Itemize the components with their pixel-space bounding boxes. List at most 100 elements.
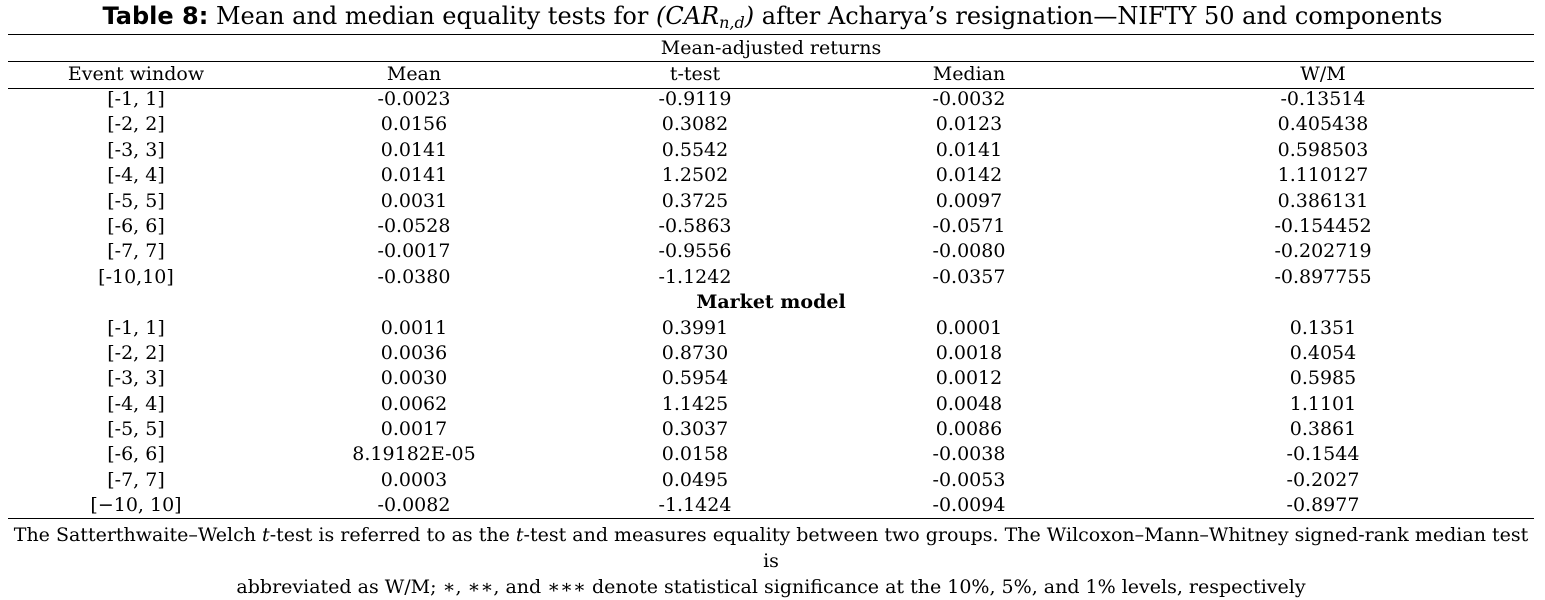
table-row: [-6, 6] 8.19182E-05 0.0158 -0.0038 -0.1544 — [8, 442, 1534, 467]
cell-event-window: [-2, 2] — [107, 113, 165, 136]
cell-mean: -0.0082 — [377, 494, 451, 517]
cell-event-window: [-7, 7] — [107, 240, 165, 263]
cell-median: -0.0094 — [932, 494, 1006, 517]
cell-median: 0.0123 — [935, 113, 1003, 136]
cell-mean: 0.0017 — [380, 418, 448, 441]
cell-t-test: 1.2502 — [661, 164, 729, 187]
table-row: [-6, 6] -0.0528 -0.5863 -0.0571 -0.154452 — [8, 214, 1534, 239]
cell-median: 0.0048 — [935, 392, 1003, 415]
cell-event-window: [-4, 4] — [107, 164, 165, 187]
cell-mean: 0.0141 — [380, 164, 448, 187]
header-event-window: Event window — [67, 63, 205, 85]
table-footnote: The Satterthwaite–Welch t-test is referr… — [8, 522, 1534, 600]
table-row: [-2, 2] 0.0156 0.3082 0.0123 0.405438 — [8, 112, 1534, 137]
cell-wm: -0.1544 — [1286, 443, 1360, 466]
cell-event-window: [-7, 7] — [107, 468, 165, 491]
cell-t-test: -0.9556 — [658, 240, 732, 263]
cell-median: -0.0032 — [932, 88, 1006, 110]
cell-t-test: 0.3991 — [661, 316, 729, 339]
table-row: [-3, 3] 0.0141 0.5542 0.0141 0.598503 — [8, 138, 1534, 163]
footnote-line-2: abbreviated as W/M; ∗, ∗∗, and ∗∗∗ denot… — [236, 576, 1306, 598]
cell-wm: -0.897755 — [1274, 265, 1372, 288]
cell-wm: -0.202719 — [1274, 240, 1372, 263]
header-t-test: t-test — [669, 63, 721, 85]
table-row: [-5, 5] 0.0017 0.3037 0.0086 0.3861 — [8, 417, 1534, 442]
cell-wm: -0.154452 — [1274, 214, 1372, 237]
header-row: Event window Mean t-test Median W/M — [8, 61, 1534, 87]
cell-wm: 1.110127 — [1277, 164, 1369, 187]
cell-t-test: 0.8730 — [661, 341, 729, 364]
cell-wm: 0.386131 — [1277, 189, 1369, 212]
table-row: [-10,10] -0.0380 -1.1242 -0.0357 -0.897755 — [8, 265, 1534, 290]
section2-title-row: Market model — [8, 290, 1534, 315]
cell-median: -0.0571 — [932, 214, 1006, 237]
cell-t-test: 0.3037 — [661, 418, 729, 441]
header-mean: Mean — [386, 63, 442, 85]
cell-t-test: 1.1425 — [661, 392, 729, 415]
cell-median: 0.0097 — [935, 189, 1003, 212]
cell-median: 0.0141 — [935, 138, 1003, 161]
cell-event-window: [-3, 3] — [107, 138, 165, 161]
cell-median: 0.0086 — [935, 418, 1003, 441]
cell-wm: 0.598503 — [1277, 138, 1369, 161]
cell-event-window: [-1, 1] — [107, 316, 165, 339]
cell-median: -0.0038 — [932, 443, 1006, 466]
cell-wm: -0.2027 — [1286, 468, 1360, 491]
cell-mean: -0.0528 — [377, 214, 451, 237]
cell-mean: 0.0141 — [380, 138, 448, 161]
section2-body: [-1, 1] 0.0011 0.3991 0.0001 0.1351 [-2, 2] 0.… — [8, 316, 1534, 519]
cell-wm: 0.1351 — [1289, 316, 1357, 339]
cell-median: 0.0018 — [935, 341, 1003, 364]
cell-t-test: -1.1242 — [658, 265, 732, 288]
cell-event-window: [-6, 6] — [107, 443, 165, 466]
table-row: [-1, 1] 0.0011 0.3991 0.0001 0.1351 — [8, 316, 1534, 341]
cell-t-test: 0.3725 — [661, 189, 729, 212]
cell-t-test: -1.1424 — [658, 494, 732, 517]
cell-mean: -0.0017 — [377, 240, 451, 263]
cell-wm: 0.4054 — [1289, 341, 1357, 364]
cell-t-test: 0.0495 — [661, 468, 729, 491]
cell-t-test: 0.3082 — [661, 113, 729, 136]
table-row: [-2, 2] 0.0036 0.8730 0.0018 0.4054 — [8, 341, 1534, 366]
header-wm: W/M — [1300, 63, 1346, 85]
top-rule — [8, 34, 1534, 35]
cell-event-window: [-2, 2] — [107, 341, 165, 364]
cell-median: 0.0142 — [935, 164, 1003, 187]
footnote-line-1: The Satterthwaite–Welch t-test is referr… — [13, 524, 1529, 572]
cell-median: -0.0053 — [932, 468, 1006, 491]
cell-event-window: [-5, 5] — [107, 189, 165, 212]
table-row: [-3, 3] 0.0030 0.5954 0.0012 0.5985 — [8, 366, 1534, 391]
cell-event-window: [-10,10] — [98, 265, 174, 288]
math-subscript: n,d — [719, 13, 745, 32]
table-row: [-4, 4] 0.0062 1.1425 0.0048 1.1101 — [8, 392, 1534, 417]
cell-wm: 0.405438 — [1277, 113, 1369, 136]
cell-mean: 0.0062 — [380, 392, 448, 415]
cell-event-window: [-3, 3] — [107, 367, 165, 390]
cell-mean: 8.19182E-05 — [352, 443, 476, 466]
section1-title-rule — [8, 61, 1534, 62]
cell-median: 0.0001 — [935, 316, 1003, 339]
cell-event-window: [-1, 1] — [107, 88, 165, 110]
cell-event-window: [−10, 10] — [90, 494, 182, 517]
section1-body: [-1, 1] -0.0023 -0.9119 -0.0032 -0.13514 [-2,… — [8, 87, 1534, 290]
bottom-rule — [8, 518, 1534, 519]
cell-mean: 0.0030 — [380, 367, 448, 390]
cell-t-test: 0.0158 — [661, 443, 729, 466]
cell-wm: -0.13514 — [1280, 88, 1366, 110]
cell-t-test: 0.5542 — [661, 138, 729, 161]
math-open-paren: ( — [655, 2, 666, 30]
cell-event-window: [-6, 6] — [107, 214, 165, 237]
cell-mean: 0.0036 — [380, 341, 448, 364]
cell-median: -0.0357 — [932, 265, 1006, 288]
cell-wm: 1.1101 — [1289, 392, 1357, 415]
cell-mean: 0.0011 — [380, 316, 448, 339]
table-number: Table 8: — [102, 2, 209, 30]
cell-median: 0.0012 — [935, 367, 1003, 390]
cell-t-test: -0.9119 — [658, 88, 732, 110]
section1-title: Mean-adjusted returns — [660, 37, 882, 59]
cell-wm: 0.3861 — [1289, 418, 1357, 441]
table-row: [-7, 7] -0.0017 -0.9556 -0.0080 -0.202719 — [8, 239, 1534, 264]
cell-wm: -0.8977 — [1286, 494, 1360, 517]
table-row: [-5, 5] 0.0031 0.3725 0.0097 0.386131 — [8, 189, 1534, 214]
table-row: [-7, 7] 0.0003 0.0495 -0.0053 -0.2027 — [8, 468, 1534, 493]
